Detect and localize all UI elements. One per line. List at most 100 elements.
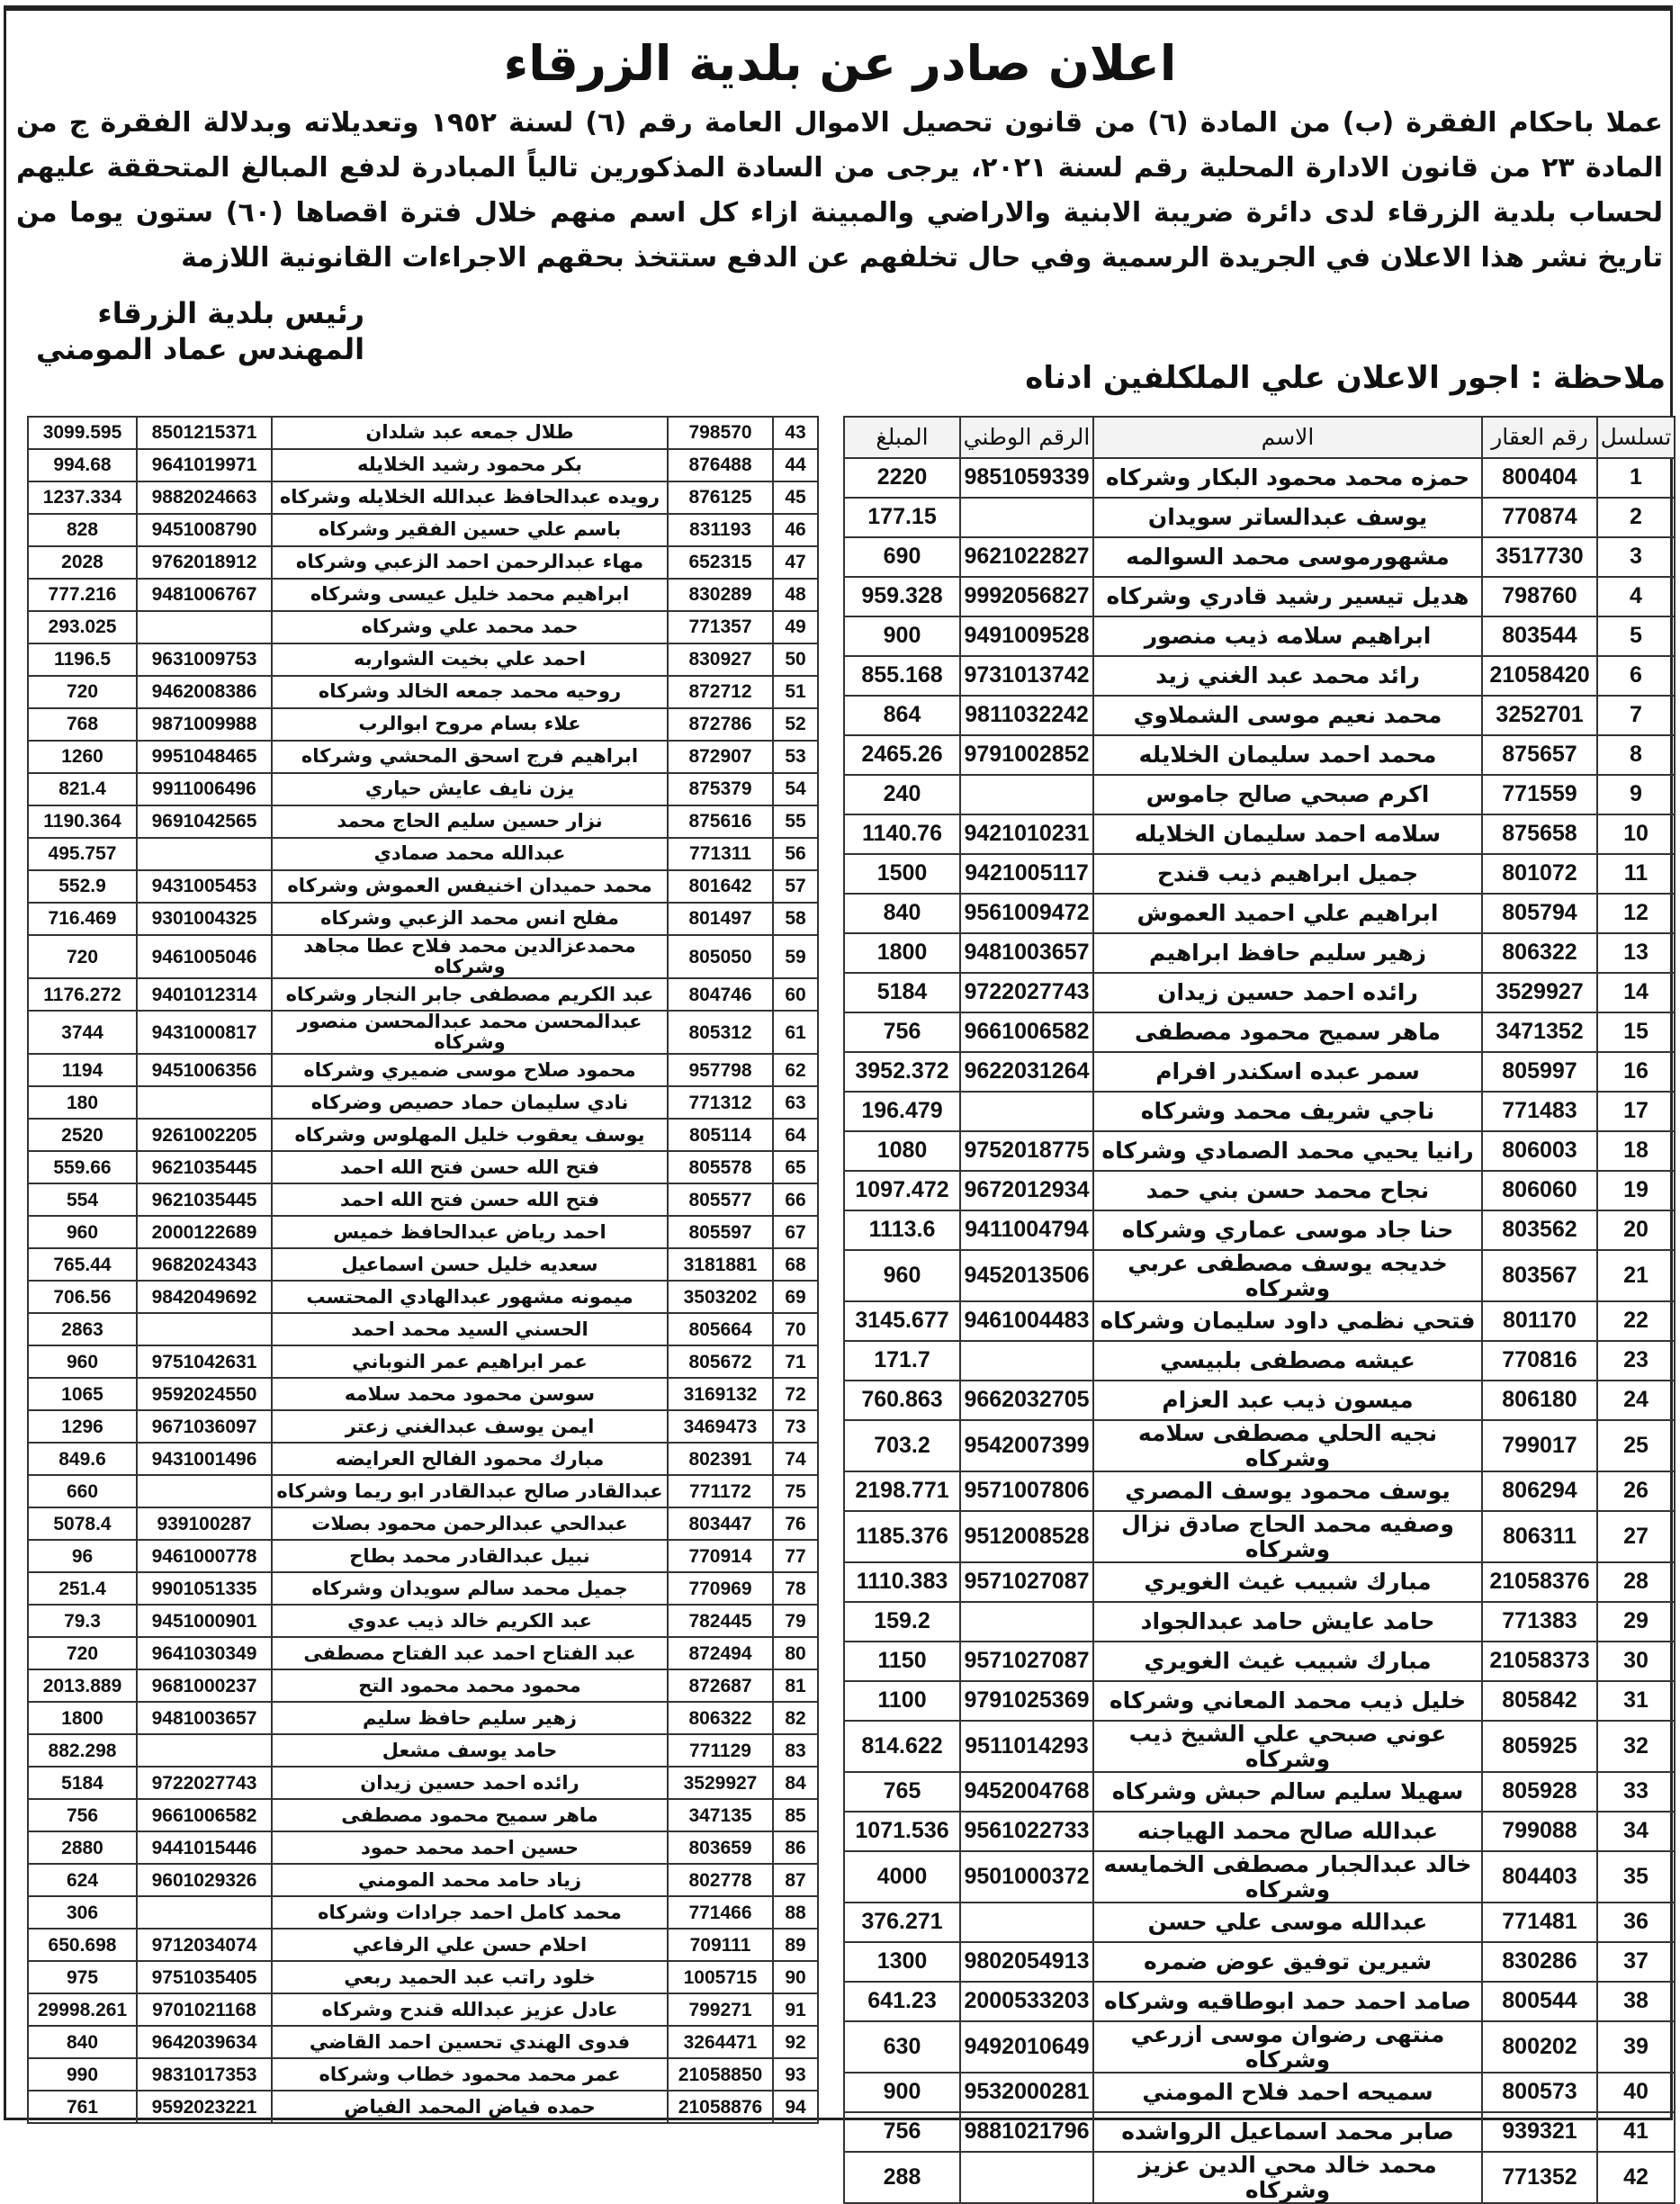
national-id-cell: 9762018912 (136, 545, 273, 580)
property-cell: 806003 (1481, 1130, 1598, 1172)
seq-cell: 11 (1596, 853, 1676, 895)
table-row: 88 771466 محمد كامل احمد جرادات وشركاه 306 (27, 1895, 819, 1930)
seq-cell: 9 (1596, 774, 1676, 815)
table-row: 78 770969 جميل محمد سالم سويدان وشركاه 9901… (27, 1571, 819, 1606)
seq-cell: 18 (1596, 1130, 1676, 1172)
name-cell: محمد كامل احمد جرادات وشركاه (271, 1895, 669, 1930)
seq-cell: 78 (772, 1571, 819, 1606)
seq-cell: 49 (772, 610, 819, 644)
seq-cell: 3 (1596, 536, 1676, 578)
seq-cell: 74 (772, 1442, 819, 1477)
property-cell: 3264471 (667, 2025, 774, 2060)
seq-cell: 85 (772, 1798, 819, 1833)
name-cell: نزار حسين سليم الحاج محمد (271, 805, 669, 839)
amount-cell: 821.4 (27, 772, 138, 806)
table-row: 1 800404 حمزه محمد محمود البكار وشركاه 9851… (843, 457, 1676, 499)
seq-cell: 40 (1596, 2072, 1676, 2113)
seq-cell: 88 (772, 1895, 819, 1930)
amount-cell: 79.3 (27, 1604, 138, 1639)
seq-cell: 50 (772, 643, 819, 677)
amount-cell: 29998.261 (27, 1993, 138, 2028)
name-cell: احمد رياض عبدالحافظ خميس (271, 1215, 669, 1250)
table-row: 36 771481 عبدالله موسى علي حسن 376.271 (843, 1902, 1676, 1943)
table-row: 80 872494 عبد الفتاح احمد عبد الفتاح مصطفى… (27, 1636, 819, 1671)
amount-cell: 1065 (27, 1377, 138, 1412)
property-cell: 801642 (667, 869, 774, 904)
table-row: 49 771357 حمد محمد علي وشركاه 293.025 (27, 610, 819, 644)
seq-cell: 34 (1596, 1811, 1676, 1852)
name-cell: حمزه محمد محمود البكار وشركاه (1092, 457, 1483, 499)
seq-cell: 79 (772, 1604, 819, 1639)
name-cell: علاء بسام مروح ابوالرب (271, 707, 669, 742)
national-id-cell: 9712034074 (136, 1928, 273, 1963)
amount-cell: 240 (843, 774, 961, 815)
amount-cell: 96 (27, 1539, 138, 1574)
property-cell: 771312 (667, 1085, 774, 1120)
amount-cell: 4000 (843, 1850, 961, 1903)
property-cell: 652315 (667, 545, 774, 580)
national-id-cell (136, 837, 273, 871)
property-cell: 803659 (667, 1831, 774, 1866)
national-id-cell: 9811032242 (959, 695, 1094, 736)
national-id-cell: 9421010231 (959, 814, 1094, 855)
amount-cell: 975 (27, 1960, 138, 1995)
name-cell: ميمونه مشهور عبدالهادي المحتسب (271, 1280, 669, 1315)
name-cell: وصفيه محمد الحاج صادق نزال وشركاه (1092, 1510, 1483, 1563)
amount-cell: 1080 (843, 1130, 961, 1172)
seq-cell: 91 (772, 1993, 819, 2028)
table-row: 31 805842 خليل ذيب محمد المعاني وشركاه 9791… (843, 1680, 1676, 1722)
property-cell: 801497 (667, 902, 774, 936)
table-row: 67 805597 احمد رياض عبدالحافظ خميس 20001226… (27, 1215, 819, 1250)
amount-cell: 960 (27, 1215, 138, 1250)
table-row: 81 872687 محمود محمد محمود التح 9681000237 2… (27, 1669, 819, 1704)
name-cell: جميل محمد سالم سويدان وشركاه (271, 1571, 669, 1606)
national-id-cell: 9722027743 (136, 1766, 273, 1801)
national-id-cell: 9481006767 (136, 578, 273, 612)
national-id-cell: 9831017353 (136, 2057, 273, 2092)
amount-cell: 756 (843, 2111, 961, 2153)
seq-cell: 46 (772, 513, 819, 547)
property-cell: 872712 (667, 675, 774, 709)
amount-cell: 960 (843, 1249, 961, 1302)
seq-cell: 63 (772, 1085, 819, 1120)
property-cell: 799088 (1481, 1811, 1598, 1852)
amount-cell: 703.2 (843, 1419, 961, 1472)
national-id-cell: 9751042631 (136, 1345, 273, 1380)
national-id-cell: 9631009753 (136, 643, 273, 677)
property-cell: 805928 (1481, 1771, 1598, 1813)
name-cell: ابراهيم علي احميد العموش (1092, 893, 1483, 934)
seq-cell: 20 (1596, 1210, 1676, 1251)
amount-cell: 3145.677 (843, 1300, 961, 1342)
national-id-cell: 9512008528 (959, 1510, 1094, 1563)
seq-cell: 45 (772, 481, 819, 515)
property-cell: 771129 (667, 1733, 774, 1768)
name-cell: سميحه احمد فلاح المومني (1092, 2072, 1483, 2113)
name-cell: طلال جمعه عبد شلدان (271, 416, 669, 450)
property-cell: 805578 (667, 1150, 774, 1185)
amount-cell: 720 (27, 675, 138, 709)
name-cell: يوسف عبدالساتر سويدان (1092, 497, 1483, 538)
amount-cell: 641.23 (843, 1981, 961, 2022)
table-row: 14 3529927 رائده احمد حسين زيدان 9722027743… (843, 972, 1676, 1013)
name-cell: عبدالله موسى علي حسن (1092, 1902, 1483, 1943)
property-cell: 798760 (1481, 576, 1598, 617)
amount-cell: 1150 (843, 1641, 961, 1682)
table-row: 3 3517730 مشهورموسى محمد السوالمه 962102282… (843, 536, 1676, 578)
seq-cell: 59 (772, 933, 819, 980)
table-row: 45 876125 رويده عبدالحافظ عبدالله الخلايله… (27, 481, 819, 515)
property-cell: 802778 (667, 1863, 774, 1898)
property-cell: 799271 (667, 1993, 774, 2028)
seq-cell: 56 (772, 837, 819, 871)
seq-cell: 94 (772, 2090, 819, 2125)
name-cell: نجيه الحلي مصطفى سلامه وشركاه (1092, 1419, 1483, 1472)
name-cell: حامد عايش حامد عبدالجواد (1092, 1601, 1483, 1642)
seq-cell: 90 (772, 1960, 819, 1995)
note: ملاحظة : اجور الاعلان علي الملكلفين ادنا… (1025, 360, 1666, 396)
amount-cell: 171.7 (843, 1340, 961, 1381)
national-id-cell: 9951048465 (136, 740, 273, 774)
national-id-cell: 9641019971 (136, 448, 273, 482)
national-id-cell: 9462008386 (136, 675, 273, 709)
name-cell: ميسون ذيب عبد العزام (1092, 1380, 1483, 1421)
amount-cell: 882.298 (27, 1733, 138, 1768)
seq-cell: 80 (772, 1636, 819, 1671)
